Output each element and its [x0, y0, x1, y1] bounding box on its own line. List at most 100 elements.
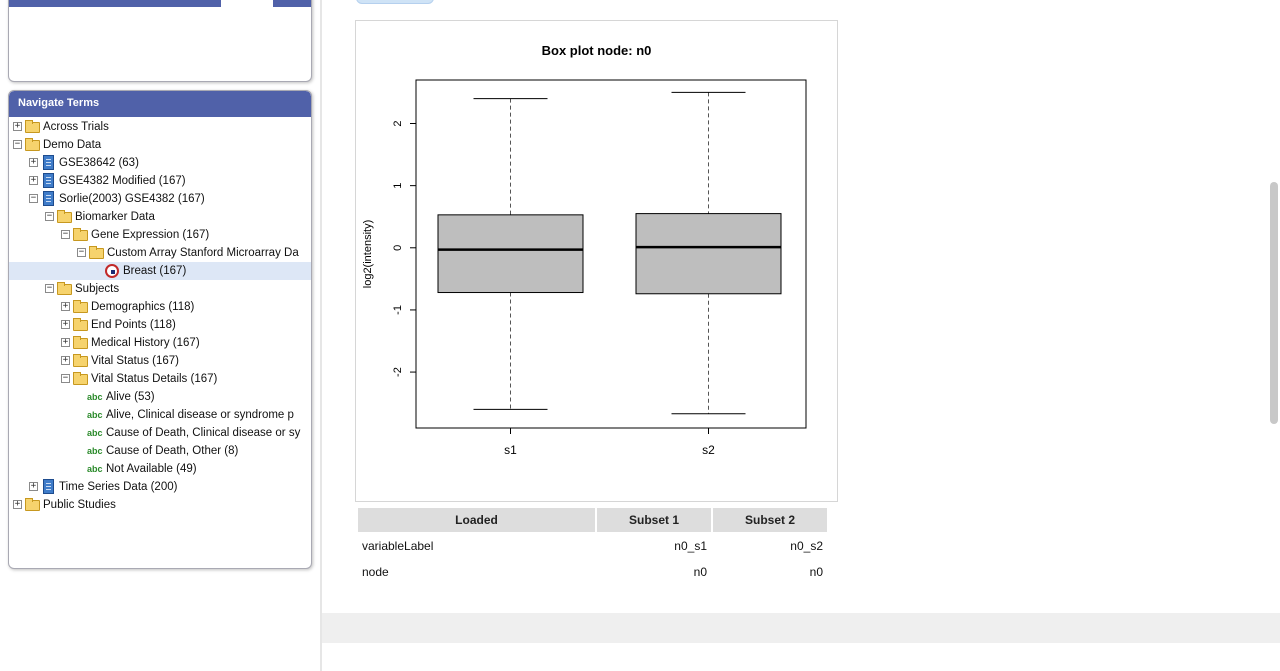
tree-node[interactable]: + Across Trials: [9, 118, 311, 136]
study-icon: [41, 191, 57, 206]
expand-icon[interactable]: +: [61, 355, 70, 365]
x-tick-label: s1: [504, 443, 517, 457]
y-tick-label: 1: [392, 183, 404, 189]
y-tick-label: -2: [392, 367, 404, 377]
abc-icon: abc: [87, 410, 103, 420]
tree-node-label: Vital Status Details (167): [91, 373, 218, 385]
x-tick-label: s2: [702, 443, 715, 457]
box-plot-frame: Box plot node: n0 -2 -1 0 1 2 log2(intensity)…: [355, 20, 838, 502]
collapse-icon[interactable]: −: [61, 229, 70, 239]
collapse-icon[interactable]: −: [45, 283, 54, 293]
folder-icon: [25, 119, 41, 133]
tree-node-label: Time Series Data (200): [59, 481, 178, 493]
navigate-terms-panel: Navigate Terms + Across Trials − Demo Data +…: [8, 90, 312, 569]
expand-icon[interactable]: +: [29, 175, 38, 185]
folder-icon: [73, 335, 89, 349]
plot-area-border: [415, 79, 807, 429]
tree-node[interactable]: − Biomarker Data: [9, 208, 311, 226]
collapse-icon[interactable]: −: [29, 193, 38, 203]
box-s1: [437, 214, 584, 294]
expand-icon[interactable]: +: [29, 481, 38, 491]
subset-table: Loaded Subset 1 Subset 2 variableLabel n…: [356, 506, 829, 586]
box-plot-svg: -2 -1 0 1 2 log2(intensity) s1 s2: [362, 79, 807, 457]
tree-node-label: Breast (167): [123, 265, 187, 277]
tree-node[interactable]: abc Cause of Death, Other (8): [9, 442, 311, 460]
abc-icon: abc: [87, 446, 103, 456]
tree-node[interactable]: + GSE4382 Modified (167): [9, 172, 311, 190]
table-row: variableLabel n0_s1 n0_s2: [358, 534, 827, 558]
study-icon: [41, 479, 57, 494]
tree-node[interactable]: + End Points (118): [9, 316, 311, 334]
table-header-subset-2: Subset 2: [713, 508, 827, 532]
tree-node[interactable]: abc Not Available (49): [9, 460, 311, 478]
abc-icon: abc: [87, 392, 103, 402]
top-pill-button[interactable]: [356, 0, 434, 4]
chart-title: Box plot node: n0: [541, 43, 652, 58]
tree-node[interactable]: + Time Series Data (200): [9, 478, 311, 496]
tree-node-label: GSE4382 Modified (167): [59, 175, 186, 187]
tree-node-label: GSE38642 (63): [59, 157, 139, 169]
abc-icon: abc: [87, 428, 103, 438]
table-header-loaded: Loaded: [358, 508, 595, 532]
tree-node[interactable]: − Subjects: [9, 280, 311, 298]
expand-icon[interactable]: +: [61, 301, 70, 311]
expand-icon[interactable]: +: [61, 337, 70, 347]
row-label: node: [362, 565, 389, 579]
tree-node-label: Across Trials: [43, 121, 109, 133]
y-axis-label: log2(intensity): [362, 220, 374, 288]
abc-icon: abc: [87, 464, 103, 474]
top-panel-header: [9, 0, 311, 7]
table-header-subset-1: Subset 1: [597, 508, 711, 532]
tree-node[interactable]: Breast (167): [9, 262, 311, 280]
folder-icon: [73, 353, 89, 367]
collapse-icon[interactable]: −: [77, 247, 86, 257]
collapse-icon[interactable]: −: [45, 211, 54, 221]
expand-icon[interactable]: +: [61, 319, 70, 329]
bottom-bar: [322, 613, 1280, 643]
tree-node-label: Sorlie(2003) GSE4382 (167): [59, 193, 205, 205]
folder-open-icon: [57, 281, 73, 295]
tree-node-label: Vital Status (167): [91, 355, 180, 367]
tree-node[interactable]: − Demo Data: [9, 136, 311, 154]
folder-open-icon: [57, 209, 73, 223]
tree-node-label: Custom Array Stanford Microarray Da: [107, 247, 299, 259]
expand-icon[interactable]: +: [13, 499, 22, 509]
tree-node[interactable]: abc Cause of Death, Clinical disease or s…: [9, 424, 311, 442]
y-tick-label: 2: [392, 120, 404, 126]
tree-node[interactable]: + Demographics (118): [9, 298, 311, 316]
vertical-scrollbar[interactable]: [1270, 182, 1278, 424]
study-icon: [41, 173, 57, 188]
folder-open-icon: [73, 227, 89, 241]
collapse-icon[interactable]: −: [61, 373, 70, 383]
tree-node[interactable]: abc Alive, Clinical disease or syndrome p: [9, 406, 311, 424]
tree-node-label: Medical History (167): [91, 337, 200, 349]
tree-node[interactable]: + Medical History (167): [9, 334, 311, 352]
row-subset-1-value: n0: [693, 565, 707, 579]
tree-node-label: Demo Data: [43, 139, 102, 151]
tree-node-label: Cause of Death, Other (8): [106, 445, 239, 457]
row-subset-2-value: n0_s2: [790, 539, 823, 553]
tree-node-label: End Points (118): [91, 319, 176, 331]
box-s2: [635, 213, 782, 295]
highdim-leaf-icon: [105, 263, 121, 278]
tree-node[interactable]: − Gene Expression (167): [9, 226, 311, 244]
top-panel-input[interactable]: [221, 0, 273, 7]
tree-node-label: Alive, Clinical disease or syndrome p: [106, 409, 294, 421]
tree-node[interactable]: + Public Studies: [9, 496, 311, 514]
tree-node[interactable]: + Vital Status (167): [9, 352, 311, 370]
collapse-icon[interactable]: −: [13, 139, 22, 149]
tree-node-label: Cause of Death, Clinical disease or sy: [106, 427, 301, 439]
bottom-spacer: [322, 643, 1280, 671]
tree-node[interactable]: + GSE38642 (63): [9, 154, 311, 172]
tree-node[interactable]: abc Alive (53): [9, 388, 311, 406]
tree-node[interactable]: − Sorlie(2003) GSE4382 (167): [9, 190, 311, 208]
tree-node[interactable]: − Vital Status Details (167): [9, 370, 311, 388]
column-divider: [320, 0, 322, 671]
expand-icon[interactable]: +: [29, 157, 38, 167]
table-row: node n0 n0: [358, 560, 827, 584]
tree-node[interactable]: − Custom Array Stanford Microarray Da: [9, 244, 311, 262]
folder-open-icon: [25, 137, 41, 151]
y-tick-label: 0: [392, 245, 404, 251]
expand-icon[interactable]: +: [13, 121, 22, 131]
tree-node-label: Gene Expression (167): [91, 229, 210, 241]
